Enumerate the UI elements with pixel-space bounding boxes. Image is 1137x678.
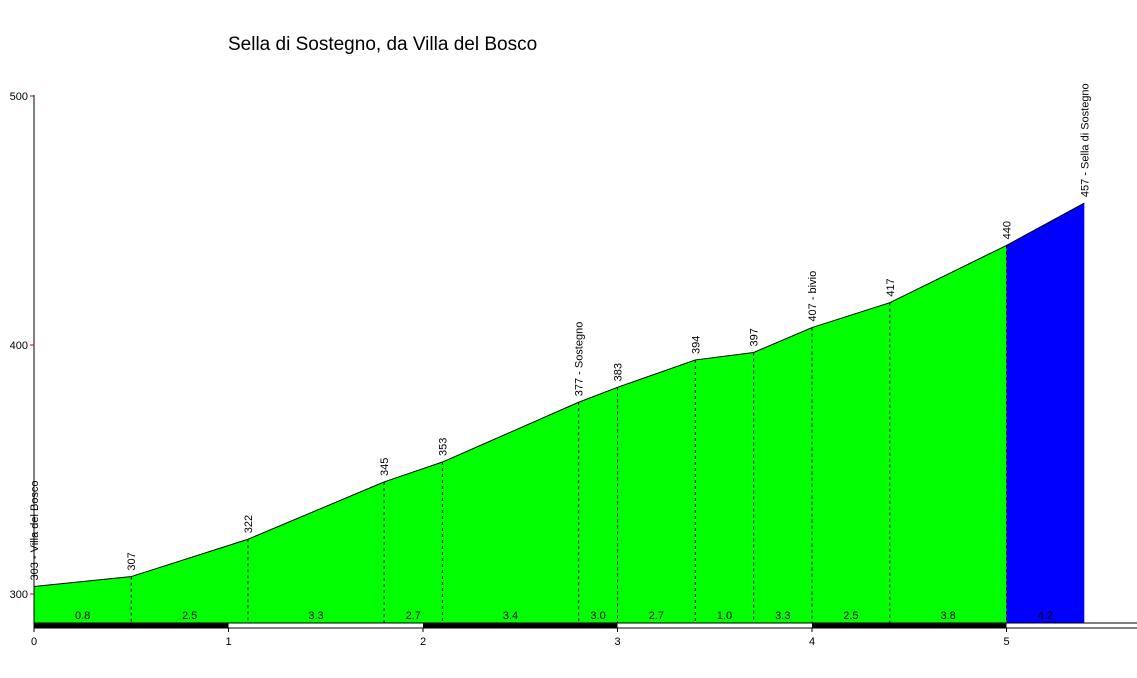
profile-segment xyxy=(384,462,442,623)
profile-segment xyxy=(695,352,753,623)
profile-segment xyxy=(890,245,1007,623)
x-tick-label: 1 xyxy=(225,636,231,648)
y-tick-label: 300 xyxy=(10,589,28,601)
km-bar-segment xyxy=(618,623,813,628)
x-tick-label: 3 xyxy=(614,636,620,648)
profile-segment xyxy=(754,328,812,623)
segment-gradient-label: 2.5 xyxy=(843,610,858,622)
km-bar-segment xyxy=(34,623,229,628)
waypoint-elevation-label: 353 xyxy=(437,438,449,456)
segment-gradient-label: 3.3 xyxy=(308,610,323,622)
waypoint-elevation-label: 397 xyxy=(749,328,761,346)
waypoint-elevation-label: 322 xyxy=(243,515,255,533)
segment-gradient-label: 4.2 xyxy=(1038,610,1053,622)
profile-segment xyxy=(812,303,890,623)
km-bar-segment xyxy=(1007,623,1137,628)
segment-gradient-label: 3.4 xyxy=(503,610,518,622)
segment-gradient-label: 0.8 xyxy=(75,610,90,622)
waypoint-elevation-label: 417 xyxy=(885,278,897,296)
segment-gradient-label: 1.0 xyxy=(717,610,732,622)
waypoint-elevation-label: 345 xyxy=(379,458,391,476)
y-tick-label: 500 xyxy=(10,91,28,103)
x-tick-label: 2 xyxy=(420,636,426,648)
km-bar-segment xyxy=(229,623,424,628)
chart-title: Sella di Sostegno, da Villa del Bosco xyxy=(228,34,537,56)
waypoint-elevation-label: 377 - Sostegno xyxy=(574,322,586,397)
profile-segment xyxy=(579,387,618,623)
waypoint-elevation-label: 307 xyxy=(126,552,138,570)
profile-segment xyxy=(618,360,696,623)
profile-segment xyxy=(1007,203,1085,623)
segment-gradient-label: 2.7 xyxy=(649,610,664,622)
waypoint-elevation-label: 407 - bivio xyxy=(807,271,819,322)
km-bar-segment xyxy=(812,623,1007,628)
x-tick-label: 5 xyxy=(1003,636,1009,648)
x-tick-label: 4 xyxy=(809,636,815,648)
waypoint-elevation-label: 303 - Villa del Bosco xyxy=(29,480,41,580)
waypoint-elevation-label: 394 xyxy=(690,336,702,354)
segment-gradient-label: 2.7 xyxy=(406,610,421,622)
waypoint-elevation-label: 440 xyxy=(1002,221,1014,239)
y-tick-label: 400 xyxy=(10,340,28,352)
profile-segment xyxy=(248,482,384,623)
segment-gradient-label: 3.0 xyxy=(590,610,605,622)
waypoint-elevation-label: 383 xyxy=(613,363,625,381)
x-tick-label: 0 xyxy=(31,636,37,648)
km-bar-segment xyxy=(423,623,618,628)
waypoint-elevation-label: 457 - Sella di Sostegno xyxy=(1079,83,1091,197)
segment-gradient-label: 3.3 xyxy=(775,610,790,622)
profile-segment xyxy=(442,402,578,623)
segment-gradient-label: 2.5 xyxy=(182,610,197,622)
segment-gradient-label: 3.8 xyxy=(941,610,956,622)
